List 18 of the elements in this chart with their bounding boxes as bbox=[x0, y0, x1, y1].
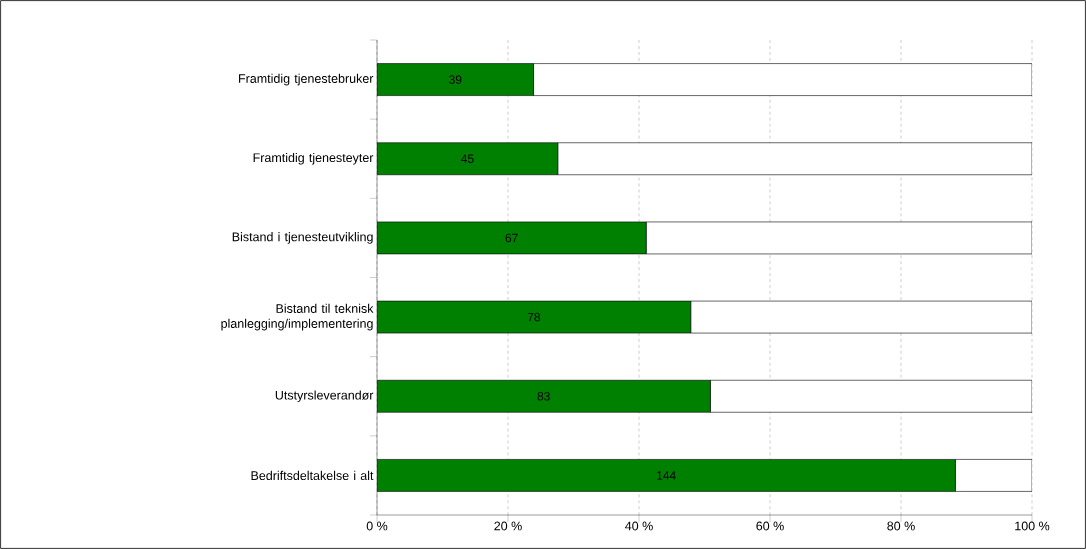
y-tick-label: Framtidig tjenesteyter bbox=[253, 152, 374, 165]
y-tick-label: Bedriftsdeltakelse i alt bbox=[251, 470, 374, 481]
x-tick-label: 60 % bbox=[756, 521, 784, 531]
annotation: 78 bbox=[527, 312, 541, 322]
y-tick-label: Framtidig tjenestebruker bbox=[239, 73, 374, 86]
annotation: 144 bbox=[657, 471, 676, 480]
y-tick-label: Utstyrsleverandør bbox=[275, 390, 374, 403]
y-tick-label: Bistand til teknisk planlegging/implementering bbox=[221, 303, 374, 331]
y-tick-label: Bistand i tjenesteutvikling bbox=[232, 232, 373, 244]
annotation: 67 bbox=[505, 233, 518, 243]
x-tick-label: 40 % bbox=[625, 521, 653, 531]
annotation: 83 bbox=[537, 392, 550, 401]
annotation: 39 bbox=[449, 75, 462, 84]
annotation: 45 bbox=[461, 154, 474, 163]
x-tick-label: 20 % bbox=[494, 521, 522, 531]
x-tick-label: 0 % bbox=[366, 521, 388, 531]
x-tick-label: 100 % bbox=[1015, 521, 1050, 531]
x-tick-label: 80 % bbox=[887, 521, 915, 531]
